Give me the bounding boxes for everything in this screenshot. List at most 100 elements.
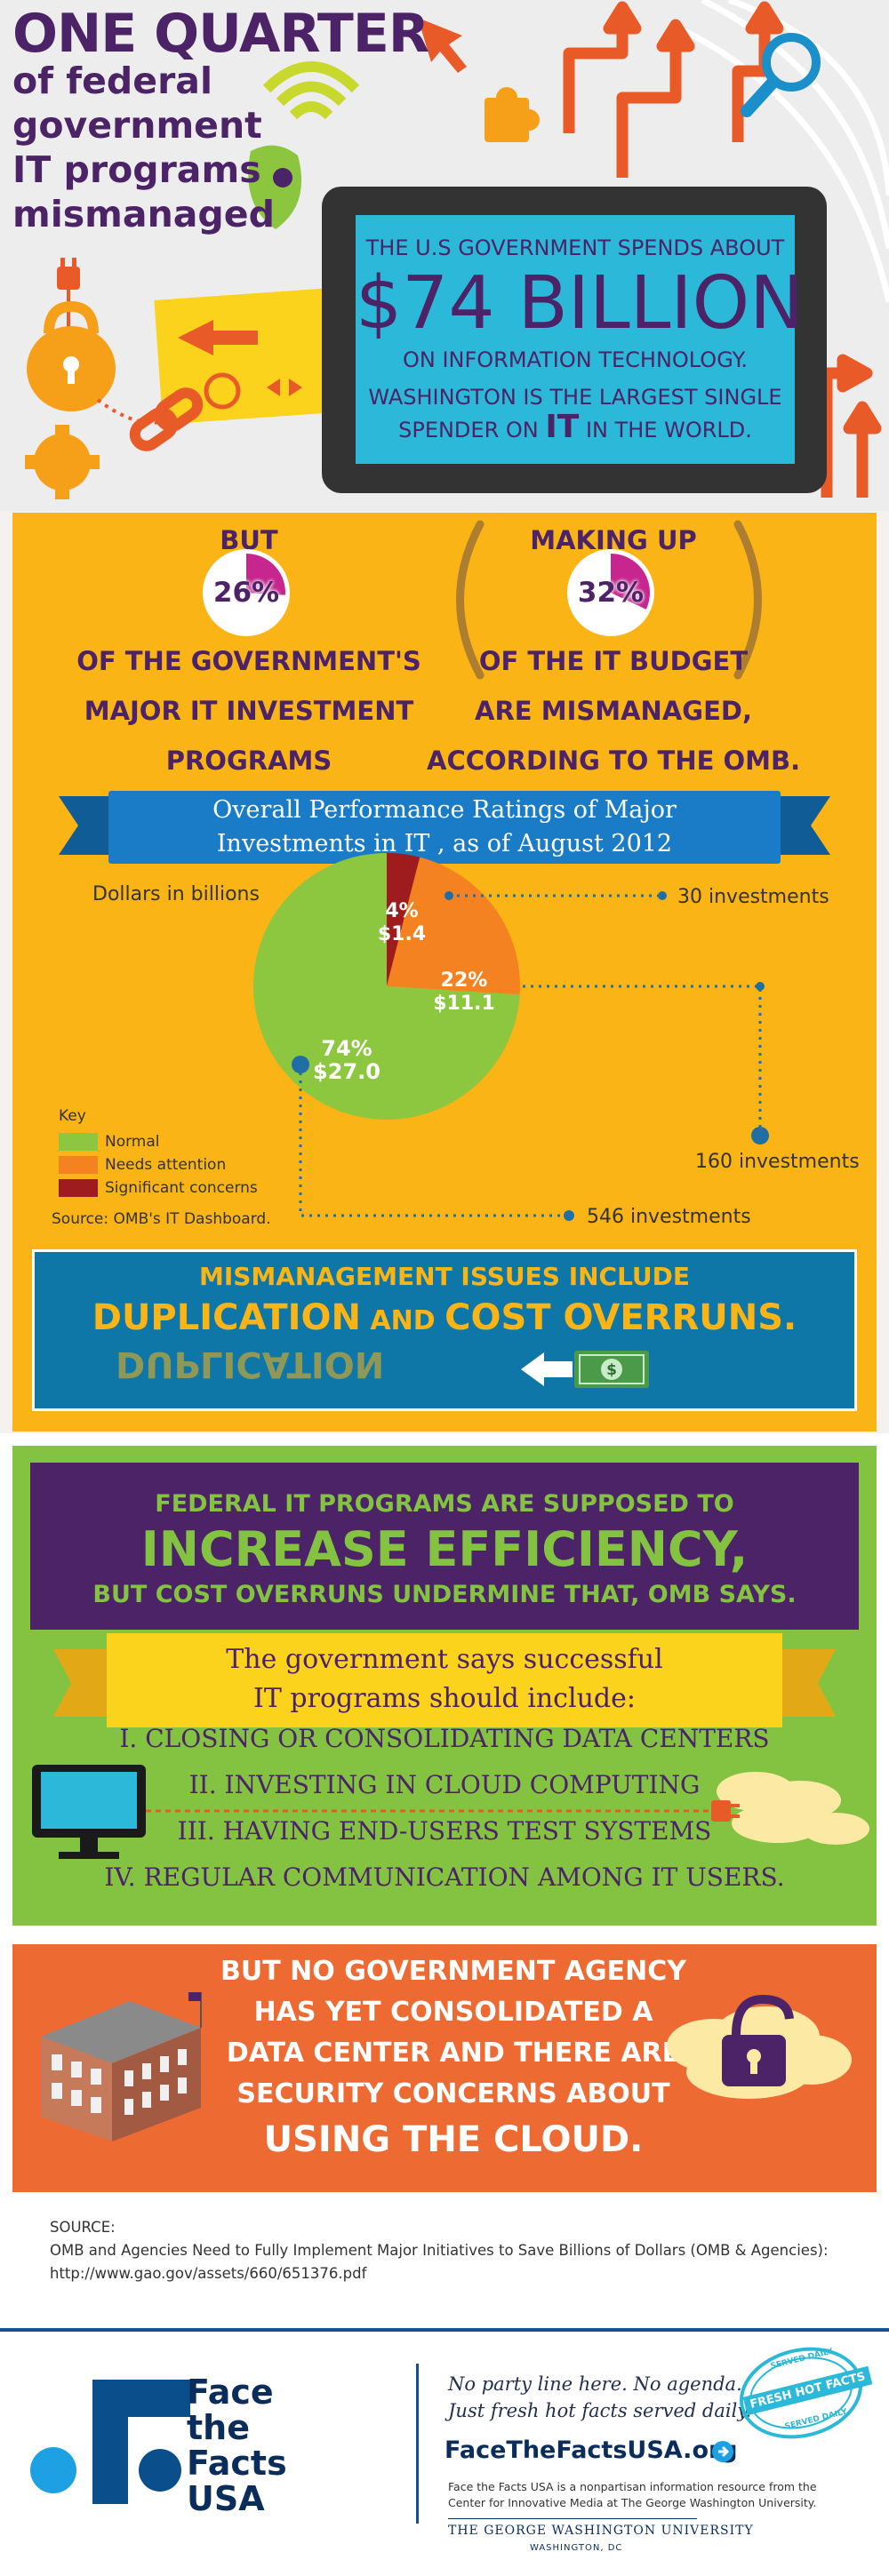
computer-monitor-icon <box>32 1765 146 1859</box>
guidelines-banner: The government says successful IT progra… <box>107 1633 782 1727</box>
hero-section: ONE QUARTER of federal government IT pro… <box>0 0 889 511</box>
gwu-location: WASHINGTON, DC <box>530 2543 623 2553</box>
lock-icon <box>27 300 116 411</box>
page-title: ONE QUARTER <box>12 3 429 65</box>
legend-swatch <box>59 1156 98 1174</box>
legend-items: Normal Needs attention Significant concern… <box>59 1130 258 1200</box>
slice-label-percent: 4% <box>385 900 418 922</box>
efficiency-line-1: FEDERAL IT PROGRAMS ARE SUPPOSED TO <box>155 1490 734 1518</box>
chart-legend: Key Normal Needs attention Significant con… <box>59 1107 258 1200</box>
legend-item: Normal <box>59 1130 258 1153</box>
unlocked-padlock-icon <box>722 1994 794 2086</box>
disclaimer-line-1: Face the Facts USA is a nonpartisan info… <box>448 2480 817 2493</box>
slice-label-amount: $11.1 <box>433 993 495 1015</box>
fresh-hot-facts-stamp: SERVED DAILY FRESH HOT FACTS SERVED DAIL… <box>734 2346 873 2440</box>
percent-circle-right: 32% <box>567 549 654 636</box>
chart-title: Overall Performance Ratings of Major Inv… <box>212 796 677 857</box>
ipod-icon <box>248 145 302 229</box>
investments-label-significant: 30 investments <box>677 886 829 908</box>
government-building-icon <box>41 1992 202 2141</box>
source-citation: OMB and Agencies Need to Fully Implement… <box>50 2242 829 2259</box>
plug-connector-icon <box>711 1800 740 1822</box>
chart-banner <box>108 791 781 864</box>
investments-label-needs-attention: 160 investments <box>695 1151 860 1173</box>
pie-slice-normal <box>253 853 520 1120</box>
mismanagement-box <box>32 1249 857 1411</box>
agency-text: BUT NO GOVERNMENT AGENCY HAS YET CONSOLI… <box>220 1956 686 2160</box>
subtitle-line: of federal <box>12 60 213 102</box>
pie-chart: 4%$1.4 30 investments 22%$11.1 160 investme… <box>253 853 860 1228</box>
subtitle-line: mismanaged <box>12 193 275 235</box>
source-label: SOURCE: <box>50 2219 116 2236</box>
source-url[interactable]: http://www.gao.gov/assets/660/651376.pdf <box>50 2265 367 2282</box>
slice-label-amount: $1.4 <box>378 923 426 945</box>
legend-swatch <box>59 1133 98 1151</box>
percent-right: 32% <box>577 577 645 609</box>
tagline-1: No party line here. No agenda. <box>448 2373 742 2395</box>
leader-dot-normal-end <box>564 1210 574 1221</box>
leader-dot-significant <box>444 891 453 900</box>
legend-label: Normal <box>105 1133 160 1151</box>
plug-icon <box>57 258 80 329</box>
puzzle-piece-icon <box>485 87 540 142</box>
slice-label-amount: $27.0 <box>313 1059 380 1084</box>
leader-line-normal <box>299 1065 569 1217</box>
tagline-2: Just fresh hot facts served daily. <box>448 2400 752 2421</box>
guideline-item: I. CLOSING OR CONSOLIDATING DATA CENTERS <box>119 1724 770 1753</box>
leader-dot-needs-attention <box>756 982 765 991</box>
site-link[interactable]: FaceTheFactsUSA.org <box>444 2436 738 2464</box>
chain-link-icon <box>129 387 204 451</box>
legend-label: Needs attention <box>105 1156 227 1174</box>
gear-icon <box>25 425 100 499</box>
leader-dot-significant-end <box>658 891 667 900</box>
arrows-icon <box>563 1 882 498</box>
percent-circle-left: 26% <box>203 549 290 636</box>
svg-text:$: $ <box>606 1361 617 1379</box>
page-subtitle: of federal government IT programs misman… <box>12 59 275 236</box>
face-the-facts-logo-icon <box>30 2380 190 2504</box>
efficiency-headline: INCREASE EFFICIENCY, <box>140 1521 749 1577</box>
spend-line-3: WASHINGTON IS THE LARGEST SINGLE <box>368 385 782 410</box>
gwu-name: THE GEORGE WASHINGTON UNIVERSITY <box>448 2524 754 2538</box>
cloud-icon <box>717 1772 869 1845</box>
efficiency-box: FEDERAL IT PROGRAMS ARE SUPPOSED TO INCR… <box>30 1463 859 1630</box>
legend-title: Key <box>59 1107 86 1125</box>
video-player-icon <box>154 285 367 425</box>
guideline-item: III. HAVING END-USERS TEST SYSTEMS <box>177 1816 712 1846</box>
chart-ribbon <box>59 796 830 855</box>
mismanagement-heading: MISMANAGEMENT ISSUES INCLUDE <box>198 1262 691 1291</box>
legend-label: Significant concerns <box>105 1179 258 1197</box>
mismanagement-issues: DUPLICATION AND COST OVERRUNS. <box>92 1297 797 1338</box>
stat-right-text: OF THE IT BUDGET ARE MISMANAGED, ACCORDI… <box>427 646 801 776</box>
tablet-screen: THE U.S GOVERNMENT SPENDS ABOUT $74 BILL… <box>356 215 805 464</box>
footer-divider <box>0 2328 889 2332</box>
money-arrow-icon: $ <box>521 1351 649 1388</box>
chart-unit-label: Dollars in billions <box>92 883 260 905</box>
spend-amount: $74 BILLION <box>356 261 805 346</box>
leader-dot-normal <box>292 1056 309 1073</box>
stat-left-text: OF THE GOVERNMENT'S MAJOR IT INVESTMENT … <box>76 646 421 776</box>
chart-source: Source: OMB's IT Dashboard. <box>52 1210 271 1228</box>
efficiency-line-3: BUT COST OVERRUNS UNDERMINE THAT, OMB SA… <box>92 1581 797 1608</box>
subtitle-line: government <box>12 104 262 147</box>
wifi-icon <box>262 61 360 120</box>
leader-dot-needs-attention-end <box>751 1127 769 1144</box>
cloud-connection-illustration <box>32 1765 869 1859</box>
pie-slice-significant-concerns <box>387 853 420 986</box>
guidelines-ribbon <box>53 1649 836 1717</box>
subtitle-line: IT programs <box>12 148 261 191</box>
cloud-lock-illustration <box>667 1994 852 2099</box>
cursor-arrow-icon <box>418 18 467 73</box>
pie-slice-needs-attention <box>387 857 520 995</box>
brand-name: Face the Facts USA <box>187 2373 287 2518</box>
arrow-right-icon[interactable] <box>711 2440 734 2463</box>
legend-item: Needs attention <box>59 1153 258 1176</box>
footer-separator <box>416 2364 419 2524</box>
duplication-reflection: DUPLICATION <box>116 1344 385 1384</box>
magnifier-icon <box>741 33 821 117</box>
percent-left: 26% <box>212 577 280 609</box>
spend-line-1: THE U.S GOVERNMENT SPENDS ABOUT <box>365 235 785 260</box>
gwu-rule <box>448 2518 697 2519</box>
slice-label-percent: 22% <box>441 969 488 992</box>
hero-illustration <box>25 0 889 499</box>
